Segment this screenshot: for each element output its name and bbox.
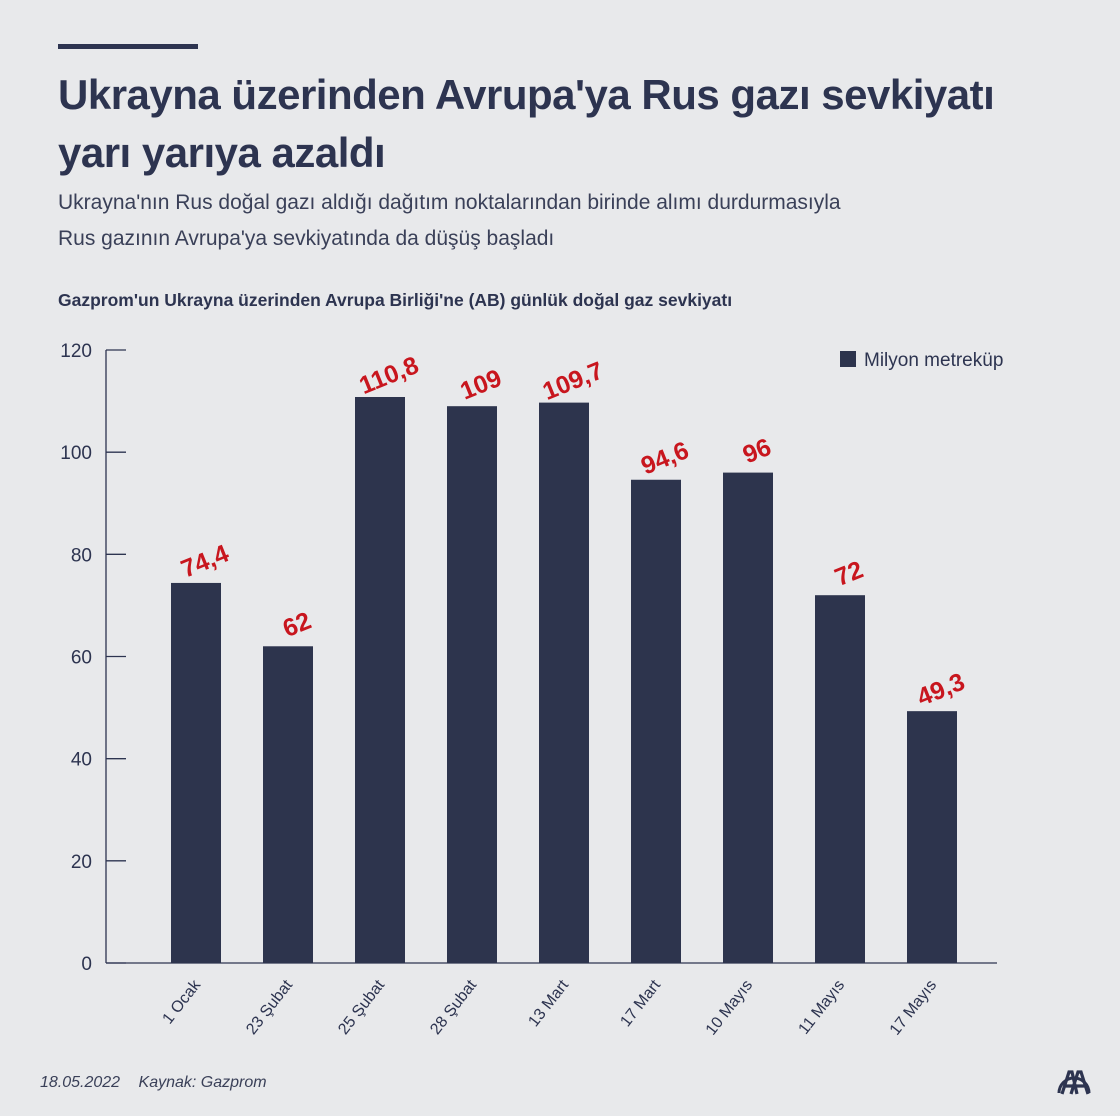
bar	[263, 646, 313, 963]
bar	[447, 406, 497, 964]
data-label: 109,7	[539, 356, 607, 405]
x-tick-label: 17 Mart	[617, 977, 664, 1031]
legend-label: Milyon metreküp	[864, 350, 1003, 371]
x-tick-label: 17 Mayıs	[887, 977, 940, 1039]
x-tick-label: 10 Mayıs	[703, 977, 756, 1039]
x-tick-label: 11 Mayıs	[796, 977, 849, 1038]
source: Kaynak: Gazprom	[138, 1074, 267, 1091]
x-tick-label: 28 Şubat	[427, 977, 480, 1038]
data-label: 96	[739, 433, 775, 469]
data-label: 49,3	[913, 668, 969, 712]
subtitle-line: Rus gazının Avrupa'ya sevkiyatında da dü…	[58, 227, 555, 250]
data-label: 72	[831, 556, 867, 592]
data-label: 62	[279, 607, 315, 643]
bar	[171, 582, 221, 963]
subtitle-line: Ukrayna'nın Rus doğal gazı aldığı dağıtı…	[58, 191, 841, 214]
chart-title: Gazprom'un Ukrayna üzerinden Avrupa Birl…	[58, 290, 733, 310]
y-tick-label: 40	[71, 750, 92, 771]
data-label: 74,4	[177, 539, 233, 583]
x-tick-label: 25 Şubat	[335, 977, 388, 1038]
y-tick-label: 100	[60, 443, 92, 464]
x-tick-label: 1 Ocak	[160, 976, 205, 1027]
bar	[355, 396, 405, 963]
bar	[723, 472, 773, 963]
x-tick-label: 23 Şubat	[243, 977, 296, 1038]
legend-swatch	[840, 351, 856, 367]
bar	[631, 479, 681, 963]
y-tick-label: 0	[81, 954, 92, 975]
page-title: Ukrayna üzerinden Avrupa'ya Rus gazı sev…	[58, 71, 995, 176]
footer: 18.05.2022 Kaynak: Gazprom	[40, 1074, 281, 1092]
y-tick-label: 20	[71, 852, 92, 873]
y-tick-label: 60	[71, 648, 92, 669]
y-tick-label: 120	[60, 341, 92, 362]
aa-logo-icon	[1057, 1070, 1091, 1095]
bar	[815, 595, 865, 963]
data-label: 110,8	[355, 351, 422, 400]
x-tick-label: 13 Mart	[525, 977, 572, 1031]
subtitle: Ukrayna'nın Rus doğal gazı aldığı dağıtı…	[58, 185, 1058, 257]
bar	[907, 711, 957, 963]
bar	[539, 402, 589, 963]
title-rule	[58, 44, 198, 49]
y-tick-label: 80	[71, 545, 92, 566]
date: 18.05.2022	[40, 1074, 121, 1091]
data-label: 94,6	[637, 436, 693, 480]
data-label: 109	[456, 364, 505, 406]
